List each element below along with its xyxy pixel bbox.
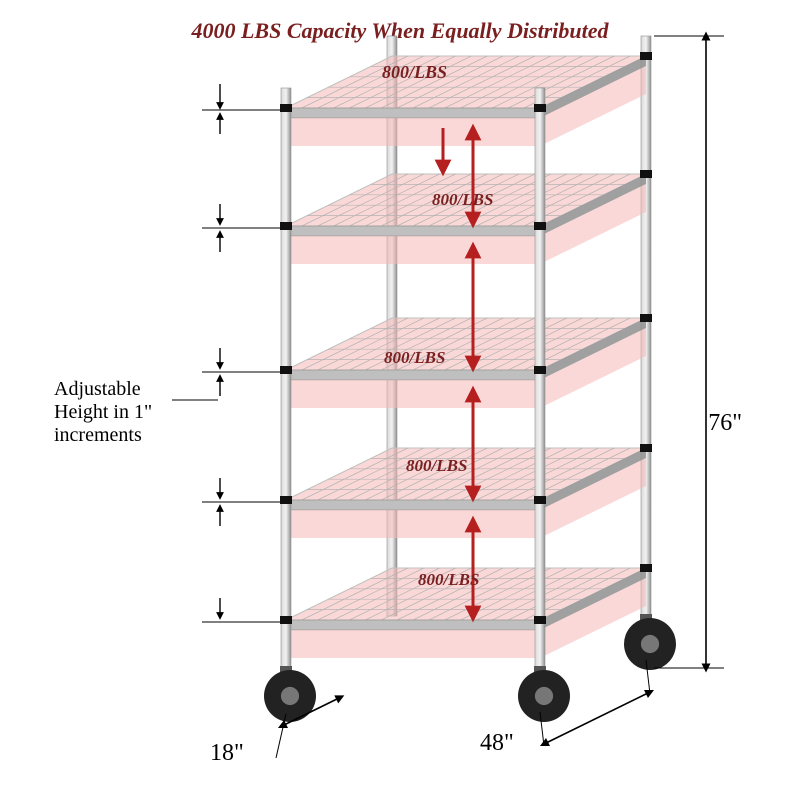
rack-illustration	[0, 0, 800, 800]
shelf-label-2: 800/LBS	[432, 190, 493, 210]
diagram-stage: 4000 LBS Capacity When Equally Distribut…	[0, 0, 800, 800]
shelf-label-5: 800/LBS	[418, 570, 479, 590]
shelf-label-1: 800/LBS	[382, 62, 447, 83]
shelf-label-4: 800/LBS	[406, 456, 467, 476]
shelf-label-3: 800/LBS	[384, 348, 445, 368]
